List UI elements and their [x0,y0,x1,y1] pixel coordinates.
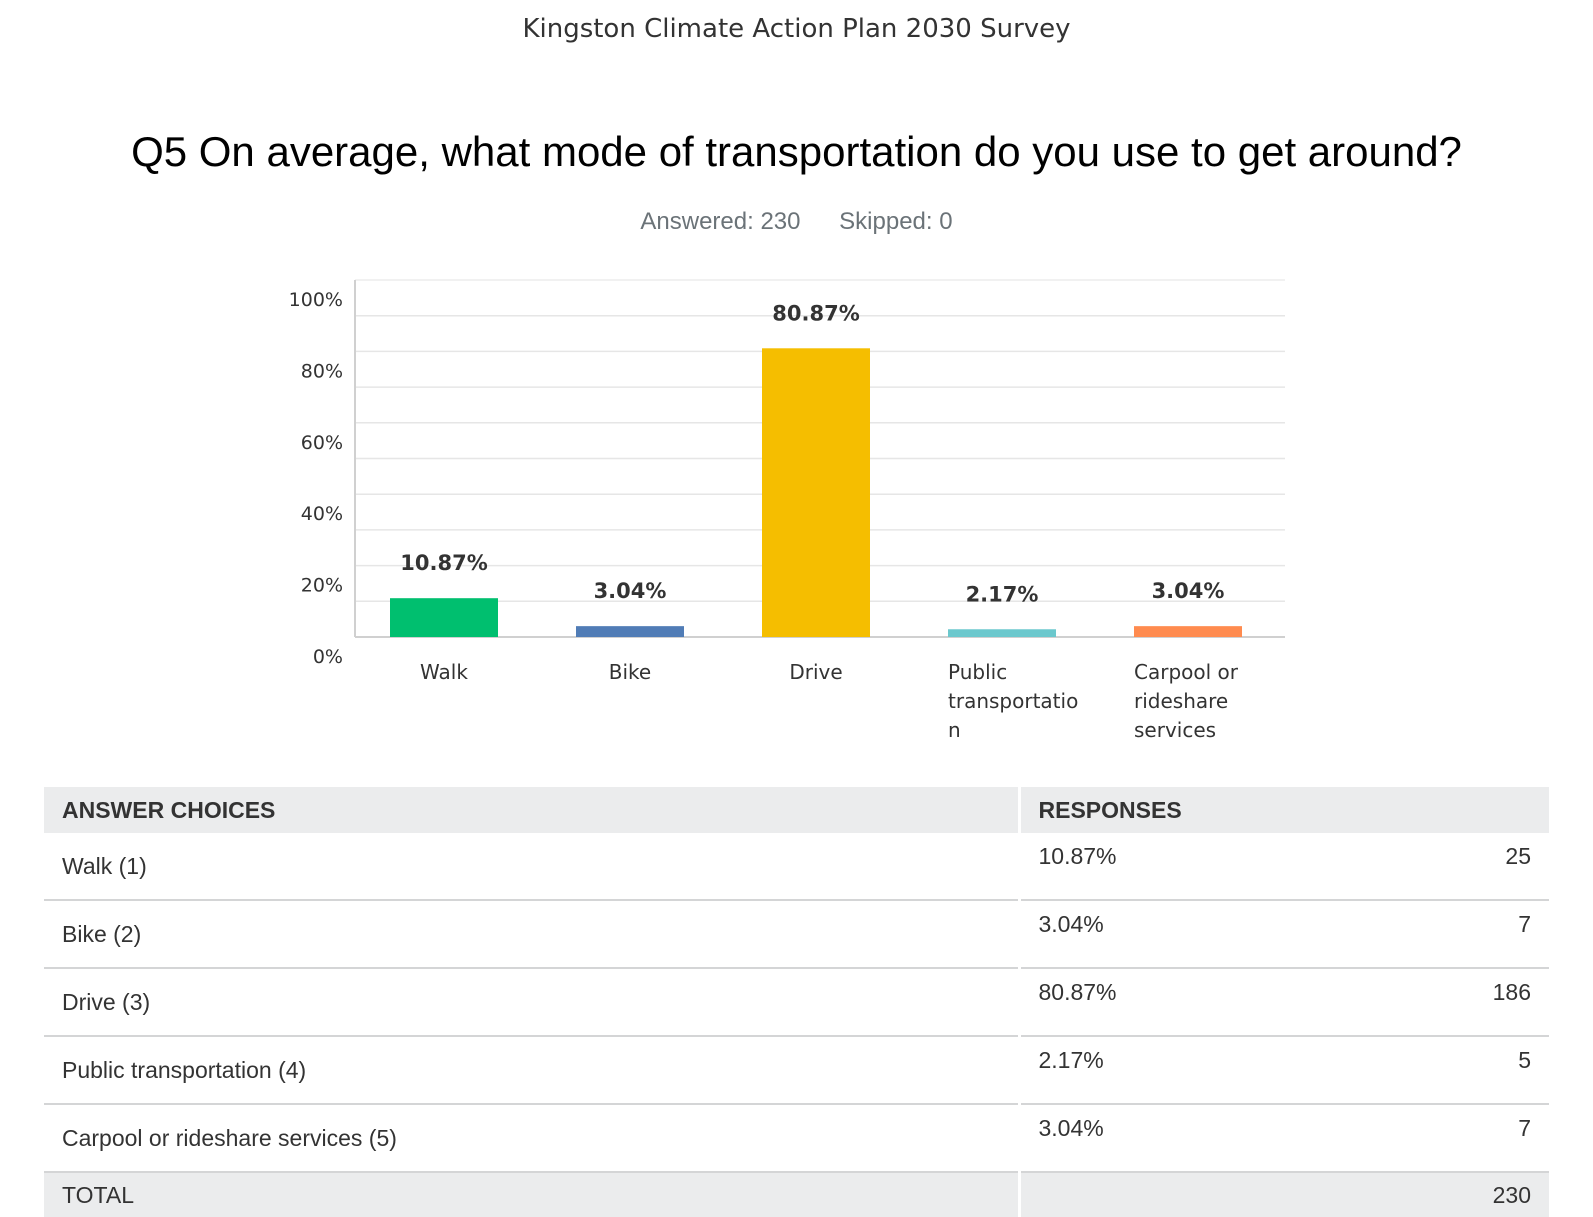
response-percent: 80.87% [1017,968,1284,1037]
choice-label: Walk (1) [44,833,1019,901]
data-label: 80.87% [772,301,859,325]
response-percent: 3.04% [1017,900,1284,969]
responses-table: ANSWER CHOICES RESPONSES Walk (1) 10.87%… [44,787,1549,1217]
total-percent-empty [1017,1172,1284,1217]
choice-label: Public transportation (4) [44,1036,1019,1105]
total-count: 230 [1284,1172,1549,1217]
data-label: 3.04% [1152,579,1225,603]
table-row: Public transportation (4) 2.17% 5 [44,1036,1549,1105]
choice-label: Drive (3) [44,968,1019,1037]
y-tick-label: 60% [301,432,343,454]
response-count: 186 [1284,968,1549,1037]
data-label: 3.04% [594,579,667,603]
total-row: TOTAL 230 [44,1172,1549,1217]
response-count: 7 [1284,900,1549,969]
response-stats: Answered: 230 Skipped: 0 [0,208,1593,236]
bar-chart: 0% 20% 40% 60% 80% 100% 10.87% Walk 3.04% Bike 80.… [289,279,1285,742]
y-tick-label: 40% [301,503,343,525]
table-row: Walk (1) 10.87% 25 [44,833,1549,901]
answered-count: Answered: 230 [640,208,801,235]
question-title: Q5 On average, what mode of transportati… [131,128,1462,175]
y-tick-label: 100% [289,289,343,311]
response-count: 5 [1284,1036,1549,1105]
header-answer-choices: ANSWER CHOICES [44,787,1019,833]
table-header-row: ANSWER CHOICES RESPONSES [44,787,1549,833]
y-tick-label: 0% [313,646,343,668]
y-tick-label: 20% [301,575,343,597]
y-tick-label: 80% [301,360,343,382]
category-label: Bike [609,660,651,684]
bar [948,629,1056,637]
response-count: 25 [1284,833,1549,901]
category-label: Walk [420,660,468,684]
choice-label: Carpool or rideshare services (5) [44,1104,1019,1173]
data-label: 10.87% [400,551,487,575]
response-count: 7 [1284,1104,1549,1173]
category-label: Drive [789,660,842,684]
bar [390,598,498,637]
choice-label: Bike (2) [44,900,1019,969]
bar [762,348,870,637]
total-label: TOTAL [44,1172,1019,1217]
survey-title: Kingston Climate Action Plan 2030 Survey [522,14,1071,44]
bar [576,626,684,637]
response-percent: 2.17% [1017,1036,1284,1105]
response-percent: 10.87% [1017,833,1284,901]
table-row: Carpool or rideshare services (5) 3.04% … [44,1104,1549,1173]
table-row: Drive (3) 80.87% 186 [44,968,1549,1037]
category-label: Carpool or rideshare services [1134,660,1239,742]
response-percent: 3.04% [1017,1104,1284,1173]
table-row: Bike (2) 3.04% 7 [44,900,1549,969]
skipped-count: Skipped: 0 [839,208,953,235]
header-responses: RESPONSES [1017,787,1549,833]
bar [1134,626,1242,637]
data-label: 2.17% [966,582,1039,606]
category-label: Public transportatio n [948,660,1078,742]
